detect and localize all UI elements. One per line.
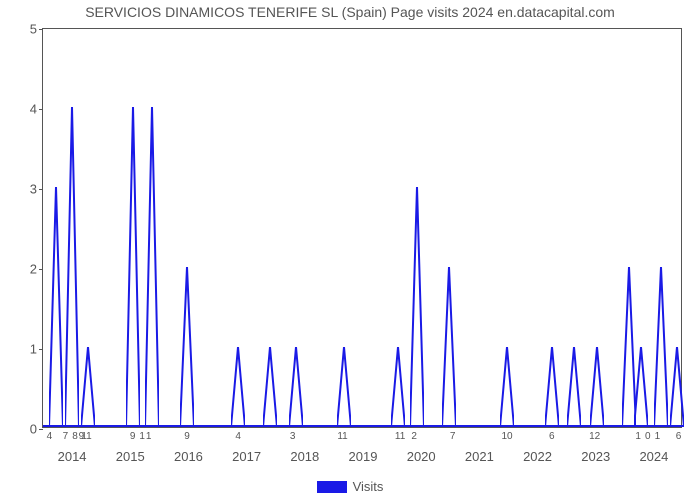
y-tick-label: 0 xyxy=(30,422,37,437)
y-tick-mark xyxy=(39,189,43,190)
x-year-label: 2016 xyxy=(174,449,203,464)
x-year-label: 2021 xyxy=(465,449,494,464)
data-spike xyxy=(180,267,194,427)
x-small-tick-label: 2 xyxy=(411,431,417,442)
data-spike xyxy=(231,347,245,427)
y-tick-label: 1 xyxy=(30,342,37,357)
x-year-label: 2018 xyxy=(290,449,319,464)
x-small-tick-label: 11 xyxy=(337,431,347,442)
data-spike xyxy=(410,187,424,427)
x-small-tick-label: 0 xyxy=(645,431,651,442)
x-small-tick-label: 12 xyxy=(589,431,600,442)
legend-label: Visits xyxy=(353,479,384,494)
x-year-label: 2017 xyxy=(232,449,261,464)
legend-swatch xyxy=(317,481,347,493)
x-small-tick-label: 8 xyxy=(72,431,78,442)
x-year-label: 2019 xyxy=(349,449,378,464)
data-spike xyxy=(65,107,79,427)
x-small-tick-label: 11 xyxy=(81,431,91,442)
data-spike xyxy=(590,347,604,427)
x-year-label: 2023 xyxy=(581,449,610,464)
data-spike xyxy=(145,107,159,427)
data-spike xyxy=(567,347,581,427)
x-small-tick-label: 4 xyxy=(235,431,241,442)
y-tick-label: 3 xyxy=(30,182,37,197)
y-tick-mark xyxy=(39,109,43,110)
data-spike xyxy=(442,267,456,427)
y-tick-label: 4 xyxy=(30,102,37,117)
chart-container: SERVICIOS DINAMICOS TENERIFE SL (Spain) … xyxy=(0,0,700,500)
baseline xyxy=(43,425,683,427)
x-small-tick-label: 10 xyxy=(501,431,512,442)
y-tick-label: 5 xyxy=(30,22,37,37)
chart-title: SERVICIOS DINAMICOS TENERIFE SL (Spain) … xyxy=(0,4,700,20)
y-tick-mark xyxy=(39,29,43,30)
x-year-label: 2014 xyxy=(58,449,87,464)
x-small-tick-label: 7 xyxy=(450,431,456,442)
data-spike xyxy=(634,347,648,427)
y-tick-mark xyxy=(39,269,43,270)
plot-area: 0123452014201520162017201820192020202120… xyxy=(42,28,682,428)
y-tick-mark xyxy=(39,429,43,430)
x-small-tick-label: 1 xyxy=(635,431,641,442)
x-small-tick-label: 6 xyxy=(549,431,555,442)
x-year-label: 2024 xyxy=(639,449,668,464)
x-small-tick-label: 9 xyxy=(184,431,190,442)
x-small-tick-label: 4 xyxy=(47,431,53,442)
data-spike xyxy=(500,347,514,427)
data-spike xyxy=(337,347,351,427)
x-small-tick-label: 9 xyxy=(130,431,136,442)
data-spike xyxy=(263,347,277,427)
x-small-tick-label: 1 xyxy=(139,431,145,442)
legend: Visits xyxy=(0,479,700,494)
x-small-tick-label: 1 xyxy=(146,431,152,442)
x-year-label: 2020 xyxy=(407,449,436,464)
x-year-label: 2022 xyxy=(523,449,552,464)
data-spike xyxy=(670,347,684,427)
data-spike xyxy=(391,347,405,427)
y-tick-mark xyxy=(39,349,43,350)
x-year-label: 2015 xyxy=(116,449,145,464)
x-small-tick-label: 1 xyxy=(655,431,661,442)
x-small-tick-label: 11 xyxy=(395,431,405,442)
data-spike xyxy=(289,347,303,427)
data-spike xyxy=(654,267,668,427)
data-spike xyxy=(49,187,63,427)
data-spike xyxy=(81,347,95,427)
x-small-tick-label: 6 xyxy=(676,431,682,442)
y-tick-label: 2 xyxy=(30,262,37,277)
data-spike xyxy=(545,347,559,427)
x-small-tick-label: 7 xyxy=(63,431,69,442)
x-small-tick-label: 3 xyxy=(290,431,296,442)
data-spike xyxy=(126,107,140,427)
